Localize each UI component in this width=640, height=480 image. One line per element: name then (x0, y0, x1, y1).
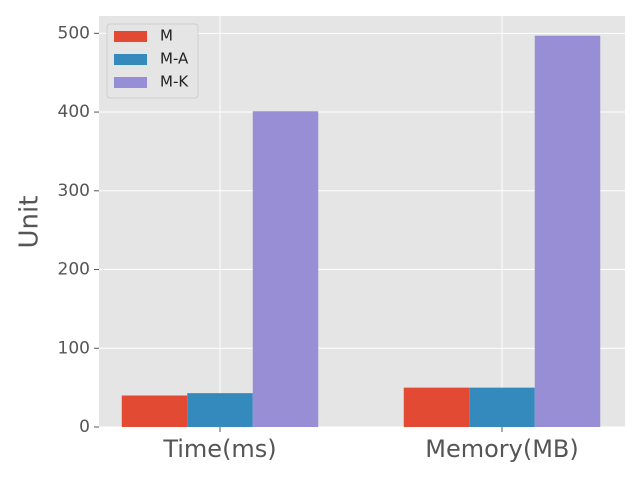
legend-label: M-A (160, 50, 189, 68)
legend-label: M (160, 27, 173, 45)
bar (534, 35, 601, 428)
x-tick-label: Time(ms) (162, 435, 276, 463)
legend-swatch (114, 77, 147, 88)
bar (121, 395, 188, 427)
y-tick-label: 100 (58, 338, 90, 358)
legend-label: M-K (160, 73, 189, 91)
y-tick-label: 400 (58, 102, 90, 122)
bar (403, 387, 470, 427)
bar (187, 393, 253, 427)
legend-swatch (114, 54, 147, 65)
legend-swatch (114, 31, 147, 42)
x-tick-label: Memory(MB) (425, 435, 579, 463)
y-tick-label: 200 (58, 260, 90, 280)
bar (469, 387, 535, 427)
y-tick-label: 500 (58, 23, 90, 43)
y-axis-label: Unit (15, 196, 45, 249)
y-tick-label: 0 (79, 417, 90, 437)
y-tick-label: 300 (58, 181, 90, 201)
bar (252, 111, 319, 428)
